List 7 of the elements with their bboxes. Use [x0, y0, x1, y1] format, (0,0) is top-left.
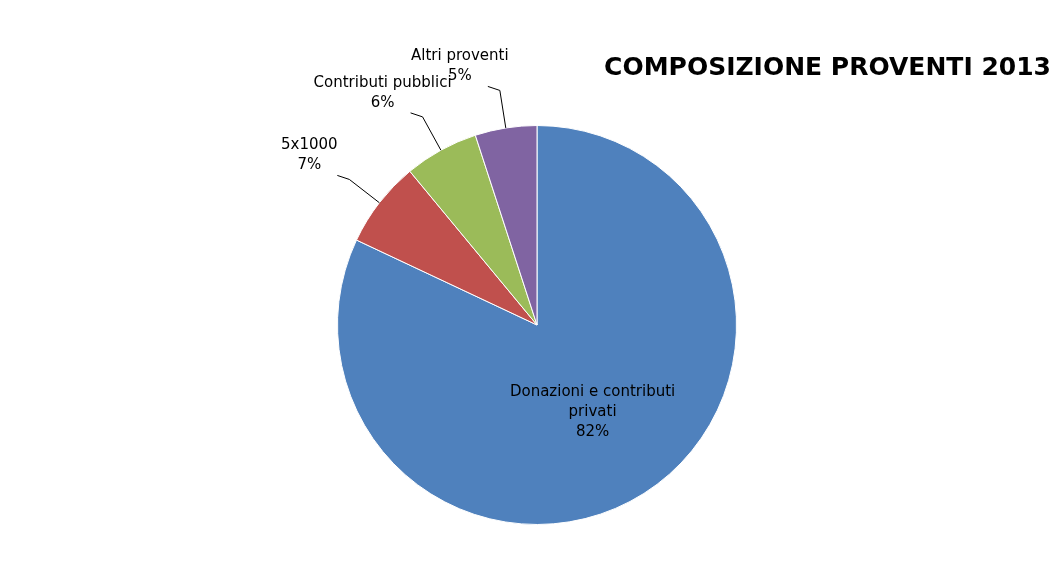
data-label: 82% [575, 422, 610, 441]
text: COMPOSIZIONE PROVENTI 2013 [604, 52, 1051, 81]
data-label: 7% [297, 155, 322, 174]
data-label: 6% [370, 92, 395, 111]
slice-label: Altri proventi [411, 46, 509, 65]
slice-label: 5x1000 [281, 135, 338, 154]
slice-label: Donazioni e contributi privati [509, 382, 676, 421]
